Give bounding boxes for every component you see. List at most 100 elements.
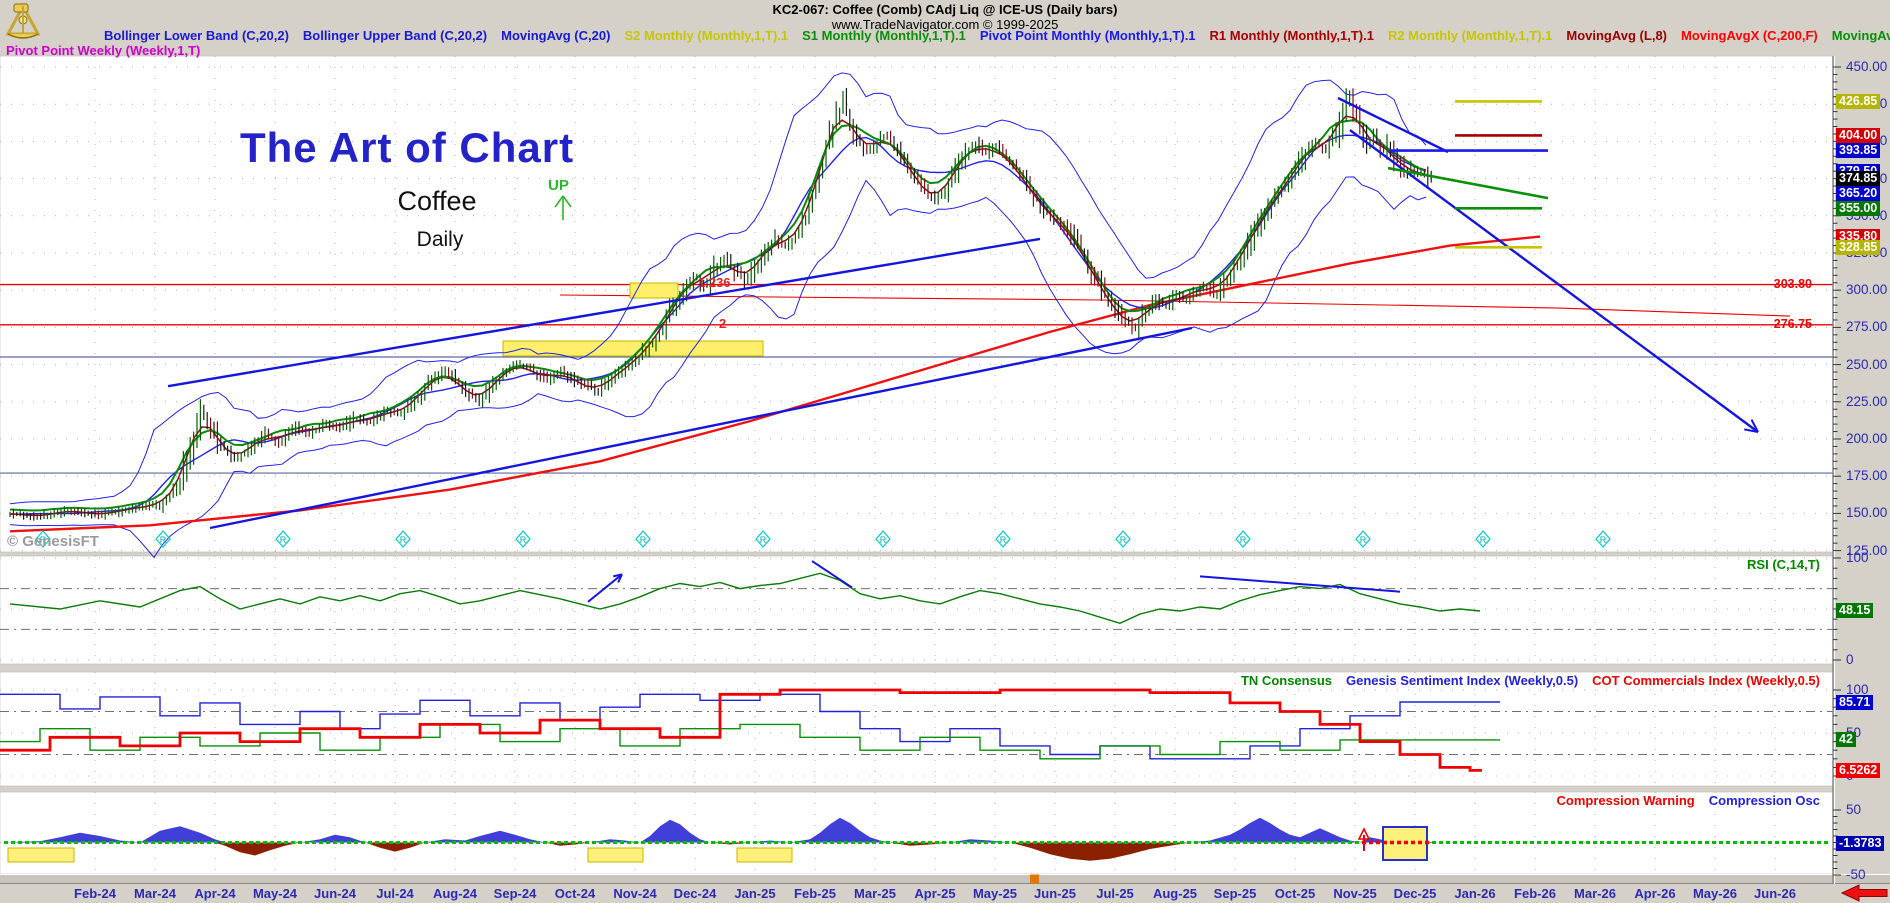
price-level-label: 276.75 [1773,316,1812,331]
svg-text:R: R [40,535,47,545]
panel-indicator-label[interactable]: Compression Osc [1708,793,1820,808]
highlight-boxes[interactable] [502,282,764,357]
rsi-panel-labels: RSI (C,14,T) [1747,557,1820,572]
price-axis-label: 225.00 [1846,393,1888,409]
legend-indicator-item[interactable]: R1 Monthly (Monthly,1,T).1 [1209,28,1374,43]
compression-series [0,817,1829,863]
price-axis-label: 125.00 [1846,542,1888,558]
price-value-badge: 328.85 [1836,239,1881,255]
svg-text:R: R [1600,535,1607,545]
legend-indicator-item[interactable]: Bollinger Lower Band (C,20,2) [104,28,289,43]
legend-indicator-item[interactable]: Pivot Point Weekly (Weekly,1,T) [6,43,201,58]
legend-indicator-item[interactable]: R2 Monthly (Monthly,1,T).1 [1387,28,1553,43]
x-axis-label: Oct-25 [1274,886,1316,901]
svg-text:R: R [1240,535,1247,545]
tn-panel-labels: TN Consensus Genesis Sentiment Index (Wee… [1241,673,1820,688]
trendlines[interactable] [167,96,1759,530]
x-axis-label: Dec-25 [1393,886,1437,901]
x-axis-label: Apr-26 [1634,886,1676,901]
panel-indicator-label[interactable]: TN Consensus [1240,673,1332,688]
x-axis-label: Feb-26 [1514,886,1556,901]
price-level-label: 303.80 [1773,276,1812,291]
x-axis-label: May-26 [1692,886,1738,901]
svg-text:R: R [880,535,887,545]
x-axis-label: Jan-25 [734,886,776,901]
svg-text:R: R [640,535,647,545]
x-axis-label: Nov-25 [1333,886,1377,901]
svg-text:R: R [1120,535,1127,545]
x-axis-label: May-24 [252,886,298,901]
candlesticks [9,87,1432,521]
x-axis-label: Jan-26 [1454,886,1496,901]
fib-level-label[interactable]: 2 [719,316,727,331]
x-axis-label: Jun-24 [314,886,356,901]
panel-indicator-label[interactable]: COT Commercials Index (Weekly,0.5) [1592,673,1820,688]
x-axis-label: Mar-24 [134,886,176,901]
panel-indicator-label[interactable]: Genesis Sentiment Index (Weekly,0.5) [1346,673,1579,688]
x-axis-label: Aug-25 [1152,886,1198,901]
price-value-badge: 365.20 [1836,185,1881,201]
x-axis-label: Jun-26 [1754,886,1796,901]
price-axis-label: 300.00 [1846,282,1888,298]
price-axis-label: 250.00 [1846,356,1888,372]
x-axis-label: Feb-24 [74,886,116,901]
x-axis-label: Jun-25 [1034,886,1076,901]
svg-text:R: R [760,535,767,545]
x-axis-label: Jul-25 [1096,886,1134,901]
legend-indicator-item[interactable]: MovingAvgX (C,200,F) [1681,28,1818,43]
svg-text:R: R [1360,535,1367,545]
tn-value-badge: 85.71 [1836,694,1874,710]
fib-level-label[interactable]: 1.236 [698,275,731,290]
x-axis-label: Aug-24 [432,886,478,901]
price-value-badge: 393.85 [1836,143,1881,159]
x-axis-label: Dec-24 [673,886,717,901]
x-axis-label: Sep-25 [1213,886,1257,901]
indicator-legend-row-2: Pivot Point Weekly (Weekly,1,T) [6,43,200,58]
up-annotation-label[interactable]: UP [548,177,569,194]
price-axis-label: 275.00 [1846,319,1888,335]
chart-copyright: www.TradeNavigator.com © 1999-2025 [831,17,1059,32]
x-axis-label: Sep-24 [493,886,537,901]
comp-axis-label: -50 [1846,867,1866,882]
legend-indicator-item[interactable]: MovingAvg (L,8) [1566,28,1667,43]
panel-indicator-label[interactable]: Compression Warning [1556,793,1695,808]
legend-indicator-item[interactable]: Bollinger Upper Band (C,20,2) [302,28,488,43]
x-axis-label: Jul-24 [376,886,414,901]
legend-indicator-item[interactable]: S2 Monthly (Monthly,1,T).1 [624,28,789,43]
chart-title: KC2-067: Coffee (Comb) CAdj Liq @ ICE-US… [772,2,1118,17]
tn-value-badge: 42 [1836,732,1856,748]
scroll-left-arrow[interactable] [1840,884,1890,903]
legend-indicator-item[interactable]: Pivot Point Monthly (Monthly,1,T).1 [979,28,1196,43]
trade-navigator-logo [2,0,44,49]
horizontal-scrollbar[interactable] [0,874,1890,884]
svg-text:R: R [160,535,167,545]
svg-text:R: R [1480,535,1487,545]
panel-indicator-label[interactable]: RSI (C,14,T) [1747,557,1820,572]
up-arrow[interactable] [554,195,572,220]
svg-text:R: R [280,535,287,545]
brand-watermark: The Art of Chart [240,124,575,171]
price-levels [0,283,1833,474]
comp-panel-labels: Compression Warning Compression Osc [1557,793,1820,808]
legend-indicator-item[interactable]: S1 Monthly (Monthly,1,T).1 [802,28,966,43]
svg-text:R: R [1000,535,1007,545]
price-value-badge: 374.85 [1836,171,1881,187]
price-axis-label: 200.00 [1846,431,1888,446]
symbol-label: Coffee [397,186,477,216]
legend-indicator-item[interactable]: MovingAvg (C,20) [501,28,611,43]
price-axis-label: 175.00 [1846,468,1888,484]
price-value-badge: 426.85 [1836,93,1881,109]
x-axis-label: Apr-24 [194,886,236,901]
x-axis-label: Mar-25 [854,886,896,901]
tn-series [0,688,1500,772]
comp-axis-label: 50 [1846,802,1862,817]
price-axis-ticks [1832,56,1841,884]
tn-axis-label: 100 [1846,682,1869,697]
legend-indicator-item[interactable]: MovingAvg (H,10) [1831,28,1890,43]
x-axis-label: Feb-25 [794,886,836,901]
indicator-legend-row-1: Bollinger Lower Band (C,20,2) Bollinger U… [104,28,1890,43]
price-axis-label: 450.00 [1846,59,1888,74]
genesis-watermark: © GenesisFT [7,533,99,550]
